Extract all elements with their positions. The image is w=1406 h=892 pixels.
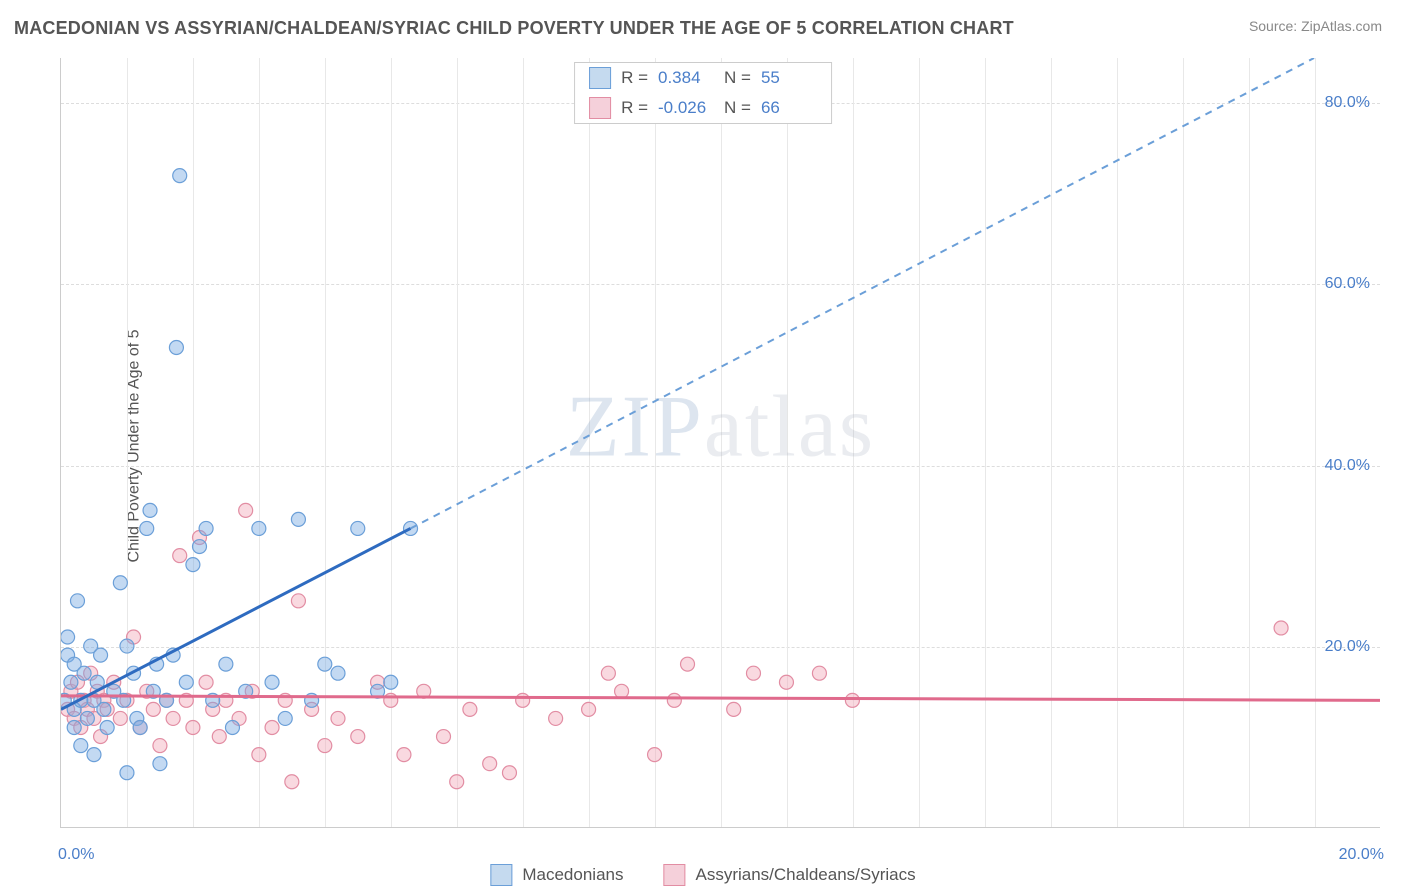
legend-label: Assyrians/Chaldeans/Syriacs	[695, 865, 915, 885]
y-tick-label: 20.0%	[1325, 638, 1370, 656]
legend-item-1: Assyrians/Chaldeans/Syriacs	[663, 864, 915, 886]
legend-item-0: Macedonians	[490, 864, 623, 886]
series-legend: Macedonians Assyrians/Chaldeans/Syriacs	[490, 864, 915, 886]
n-label: N =	[724, 68, 751, 88]
r-label: R =	[621, 98, 648, 118]
plot-area: ZIPatlas 20.0%40.0%60.0%80.0%	[60, 58, 1380, 828]
source-label: Source: ZipAtlas.com	[1249, 18, 1382, 34]
swatch-icon	[490, 864, 512, 886]
x-tick-0: 0.0%	[58, 846, 94, 864]
n-value: 55	[761, 68, 817, 88]
y-tick-label: 40.0%	[1325, 457, 1370, 475]
swatch-icon	[663, 864, 685, 886]
swatch-icon	[589, 97, 611, 119]
legend-label: Macedonians	[522, 865, 623, 885]
y-tick-label: 80.0%	[1325, 94, 1370, 112]
chart-title: MACEDONIAN VS ASSYRIAN/CHALDEAN/SYRIAC C…	[14, 18, 1014, 39]
y-tick-label: 60.0%	[1325, 275, 1370, 293]
n-value: 66	[761, 98, 817, 118]
r-label: R =	[621, 68, 648, 88]
swatch-icon	[589, 67, 611, 89]
plot-svg	[61, 58, 1380, 827]
correlation-row-0: R = 0.384 N = 55	[575, 63, 831, 93]
r-value: -0.026	[658, 98, 714, 118]
x-tick-1: 20.0%	[1339, 846, 1384, 864]
r-value: 0.384	[658, 68, 714, 88]
correlation-row-1: R = -0.026 N = 66	[575, 93, 831, 123]
correlation-legend: R = 0.384 N = 55 R = -0.026 N = 66	[574, 62, 832, 124]
n-label: N =	[724, 98, 751, 118]
